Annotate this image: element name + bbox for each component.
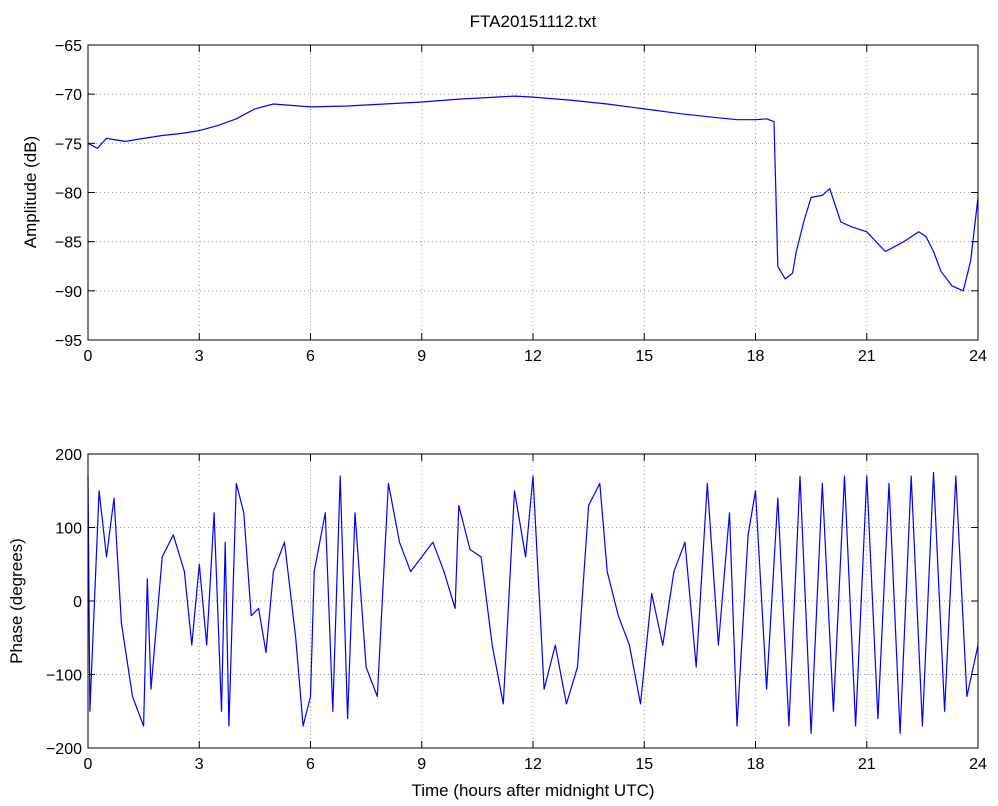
phase-x-tick-label: 15 [635, 756, 653, 773]
phase-y-tick-label: −200 [46, 741, 82, 758]
phase-x-tick-label: 12 [524, 756, 542, 773]
amplitude-x-tick-label: 3 [195, 348, 204, 365]
phase-y-tick-label: 200 [55, 447, 82, 464]
amplitude-y-tick-label: −80 [55, 186, 82, 203]
chart-title: FTA20151112.txt [470, 12, 597, 31]
phase-x-tick-label: 24 [969, 756, 987, 773]
amplitude-y-tick-label: −95 [55, 333, 82, 350]
phase-y-tick-label: −100 [46, 668, 82, 685]
amplitude-series-line [87, 95, 979, 292]
amplitude-y-tick-label: −70 [55, 87, 82, 104]
phase-series-line [87, 471, 979, 734]
phase-x-tick-label: 18 [747, 756, 765, 773]
amplitude-x-tick-label: 18 [747, 348, 765, 365]
phase-x-tick-label: 9 [417, 756, 426, 773]
phase-y-axis-label: Phase (degrees) [7, 538, 26, 664]
amplitude-y-tick-label: −75 [55, 136, 82, 153]
amplitude-y-tick-label: −85 [55, 235, 82, 252]
amplitude-x-tick-label: 15 [635, 348, 653, 365]
phase-x-tick-label: 21 [858, 756, 876, 773]
phase-x-tick-label: 6 [306, 756, 315, 773]
amplitude-x-tick-label: 0 [84, 348, 93, 365]
amplitude-x-tick-label: 24 [969, 348, 987, 365]
amplitude-x-tick-label: 12 [524, 348, 542, 365]
phase-x-tick-label: 3 [195, 756, 204, 773]
x-axis-label: Time (hours after midnight UTC) [411, 781, 654, 800]
amplitude-y-tick-label: −90 [55, 284, 82, 301]
phase-y-tick-label: 100 [55, 521, 82, 538]
phase-x-tick-label: 0 [84, 756, 93, 773]
amplitude-x-tick-label: 6 [306, 348, 315, 365]
amplitude-x-tick-label: 21 [858, 348, 876, 365]
phase-y-tick-label: 0 [73, 594, 82, 611]
amplitude-x-tick-label: 9 [417, 348, 426, 365]
amplitude-y-tick-label: −65 [55, 38, 82, 55]
amplitude-y-axis-label: Amplitude (dB) [21, 136, 40, 248]
